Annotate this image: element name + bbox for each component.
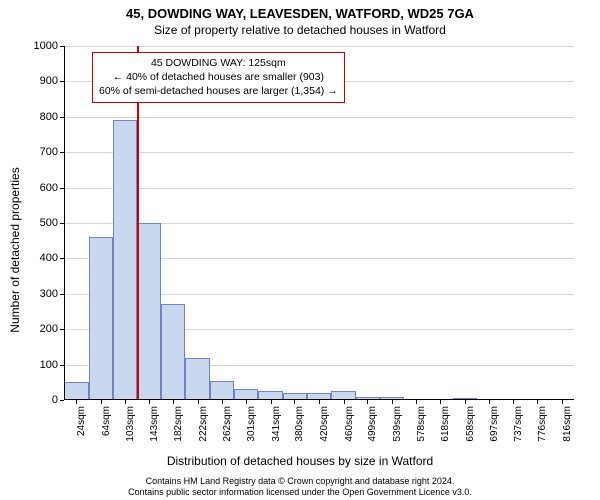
- ytick-label: 600: [40, 182, 58, 194]
- gridline: [64, 152, 574, 153]
- xtick-label: 816sqm: [562, 406, 573, 442]
- xtick-label: 143sqm: [149, 406, 160, 442]
- gridline: [64, 117, 574, 118]
- xtick-mark: [149, 400, 150, 404]
- xtick-label: 222sqm: [198, 406, 209, 442]
- xtick-mark: [367, 400, 368, 404]
- xtick-mark: [173, 400, 174, 404]
- ytick-label: 800: [40, 111, 58, 123]
- xtick-mark: [294, 400, 295, 404]
- ytick-label: 500: [40, 217, 58, 229]
- xtick-mark: [562, 400, 563, 404]
- bar: [137, 223, 162, 400]
- xtick-mark: [76, 400, 77, 404]
- xtick-mark: [222, 400, 223, 404]
- ytick-label: 1000: [34, 40, 58, 52]
- xtick-mark: [416, 400, 417, 404]
- plot-area: 0100200300400500600700800900100024sqm64s…: [64, 46, 574, 400]
- xtick-mark: [344, 400, 345, 404]
- xtick-label: 341sqm: [271, 406, 282, 442]
- bar: [64, 382, 89, 400]
- annotation-box: 45 DOWDING WAY: 125sqm ← 40% of detached…: [92, 52, 345, 103]
- xtick-mark: [125, 400, 126, 404]
- bar: [210, 381, 235, 400]
- ytick-label: 0: [52, 394, 58, 406]
- xtick-mark: [271, 400, 272, 404]
- xtick-mark: [537, 400, 538, 404]
- xtick-label: 658sqm: [465, 406, 476, 442]
- xtick-mark: [392, 400, 393, 404]
- xtick-mark: [465, 400, 466, 404]
- xtick-label: 460sqm: [344, 406, 355, 442]
- bar: [161, 304, 185, 400]
- xtick-label: 64sqm: [101, 406, 112, 436]
- xtick-mark: [198, 400, 199, 404]
- xtick-label: 262sqm: [222, 406, 233, 442]
- gridline: [64, 46, 574, 47]
- annotation-line3: 60% of semi-detached houses are larger (…: [99, 84, 338, 98]
- gridline: [64, 188, 574, 189]
- xtick-label: 499sqm: [367, 406, 378, 442]
- xtick-label: 776sqm: [537, 406, 548, 442]
- xtick-label: 24sqm: [76, 406, 87, 436]
- xtick-mark: [246, 400, 247, 404]
- chart-title: 45, DOWDING WAY, LEAVESDEN, WATFORD, WD2…: [0, 0, 600, 21]
- xtick-label: 420sqm: [319, 406, 330, 442]
- xtick-label: 618sqm: [440, 406, 451, 442]
- chart-subtitle: Size of property relative to detached ho…: [0, 21, 600, 37]
- annotation-line1: 45 DOWDING WAY: 125sqm: [99, 56, 338, 70]
- footer: Contains HM Land Registry data © Crown c…: [0, 476, 600, 499]
- xtick-label: 578sqm: [416, 406, 427, 442]
- ytick-label: 300: [40, 288, 58, 300]
- xtick-label: 697sqm: [489, 406, 500, 442]
- ytick-label: 900: [40, 75, 58, 87]
- y-axis-label: Number of detached properties: [8, 167, 22, 332]
- bar: [89, 237, 114, 400]
- xtick-label: 737sqm: [513, 406, 524, 442]
- footer-line1: Contains HM Land Registry data © Crown c…: [0, 476, 600, 487]
- ytick-label: 200: [40, 323, 58, 335]
- y-axis: [64, 46, 65, 400]
- xtick-label: 103sqm: [125, 406, 136, 442]
- xtick-mark: [319, 400, 320, 404]
- xtick-label: 380sqm: [294, 406, 305, 442]
- x-axis-label: Distribution of detached houses by size …: [0, 454, 600, 468]
- ytick-label: 700: [40, 146, 58, 158]
- ytick-mark: [60, 400, 64, 401]
- ytick-label: 100: [40, 359, 58, 371]
- xtick-label: 182sqm: [173, 406, 184, 442]
- x-axis: [64, 399, 574, 400]
- bar: [113, 120, 137, 400]
- xtick-mark: [489, 400, 490, 404]
- xtick-mark: [101, 400, 102, 404]
- ytick-label: 400: [40, 252, 58, 264]
- annotation-line2: ← 40% of detached houses are smaller (90…: [99, 70, 338, 84]
- xtick-mark: [440, 400, 441, 404]
- xtick-label: 301sqm: [246, 406, 257, 442]
- xtick-label: 539sqm: [392, 406, 403, 442]
- footer-line2: Contains public sector information licen…: [0, 487, 600, 498]
- xtick-mark: [513, 400, 514, 404]
- chart-container: 45, DOWDING WAY, LEAVESDEN, WATFORD, WD2…: [0, 0, 600, 500]
- bar: [185, 358, 210, 400]
